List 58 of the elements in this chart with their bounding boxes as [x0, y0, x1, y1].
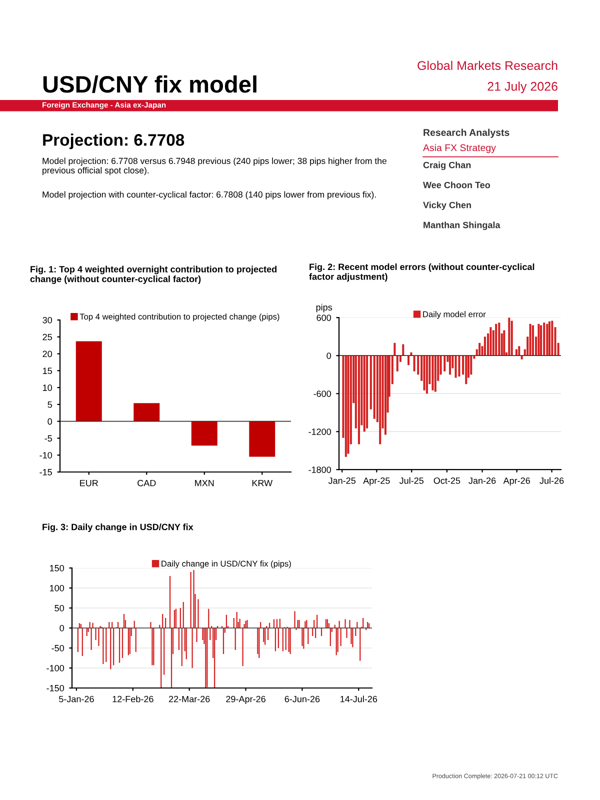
legend-label: Daily model error — [423, 311, 486, 319]
y-tick-label: 30 — [42, 316, 52, 324]
x-tick-label: Apr-25 — [363, 477, 390, 486]
y-tick-label: -150 — [46, 684, 64, 692]
x-tick-label: 6-Jun-26 — [284, 696, 320, 702]
x-tick-label: 12-Feb-26 — [112, 696, 154, 702]
x-tick-label: 29-Apr-26 — [226, 696, 266, 704]
y-tick-label: -1200 — [308, 428, 332, 435]
text: Asia FX Strategy — [423, 144, 496, 154]
text: Manthan Shingala — [424, 222, 500, 230]
x-tick-label: KRW — [252, 480, 273, 486]
y-tick-label: 20 — [42, 350, 52, 358]
x-tick-label: Jan-25 — [328, 477, 356, 484]
y-tick-label: 100 — [50, 584, 64, 592]
x-tick-label: Jan-26 — [468, 477, 496, 484]
y-tick-label: 10 — [43, 384, 52, 391]
y-tick-label: 150 — [50, 564, 64, 572]
x-tick-label: Apr-26 — [503, 477, 530, 486]
y-tick-label: 0 — [60, 624, 64, 632]
y-tick-label: 50 — [54, 604, 64, 612]
x-tick-label: CAD — [138, 480, 156, 486]
x-tick-label: 5-Jan-26 — [59, 696, 94, 702]
y-tick-label: 0 — [326, 352, 332, 359]
y-tick-label: -10 — [40, 452, 52, 458]
y-tick-label: -50 — [52, 644, 64, 652]
y-tick-label: -5 — [44, 435, 52, 442]
x-tick-label: 22-Mar-26 — [168, 696, 210, 702]
text: Research Analysts — [424, 128, 510, 138]
y-tick-label: -600 — [314, 390, 332, 397]
y-tick-label: -1800 — [308, 466, 332, 473]
y-axis-title: pips — [316, 304, 332, 312]
text: Wee Choon Teo — [423, 182, 490, 188]
x-tick-label: Jul-26 — [540, 477, 564, 484]
y-tick-label: 5 — [48, 402, 52, 408]
legend-label: Daily change in USD/CNY fix (pips) — [162, 560, 291, 568]
y-tick-label: 25 — [42, 334, 52, 340]
chart-title: Fig. 3: Daily change in USD/CNY fix — [42, 524, 194, 532]
text: Craig Chan — [423, 162, 471, 170]
y-tick-label: 0 — [48, 418, 52, 425]
y-tick-label: -15 — [40, 469, 52, 476]
text: Global Markets Research — [418, 60, 558, 70]
x-tick-label: MXN — [195, 480, 214, 486]
x-tick-label: EUR — [80, 480, 98, 486]
y-tick-label: 600 — [316, 314, 332, 321]
text: Model projection with counter-cyclical factor: 6.7808 (140 pips lower from previous fix). — [42, 191, 376, 200]
x-tick-label: 14-Jul-26 — [340, 696, 378, 702]
x-tick-label: Jul-25 — [399, 477, 424, 484]
text: USD/CNY fix model — [43, 75, 256, 93]
text: 21 July 2026 — [488, 82, 558, 94]
chart-title: Fig. 1: Top 4 weighted overnight contribution to projected change (without counter-cyclical factor) — [30, 266, 276, 284]
y-tick-label: -100 — [46, 664, 64, 672]
chart-title: Fig. 2: Recent model errors (without counter-cyclical factor adjustment) — [309, 263, 534, 282]
text: Projection: 6.7708 — [43, 134, 184, 150]
y-tick-label: 15 — [43, 368, 52, 374]
x-tick-label: Oct-25 — [434, 477, 460, 484]
legend-label: Top 4 weighted contribution to projected change (pips) — [80, 313, 280, 322]
text: Model projection: 6.7708 versus 6.7948 previous (240 pips lower; 38 pips higher from the previous official spot close). — [42, 158, 386, 176]
text: Vicky Chen — [423, 202, 471, 210]
